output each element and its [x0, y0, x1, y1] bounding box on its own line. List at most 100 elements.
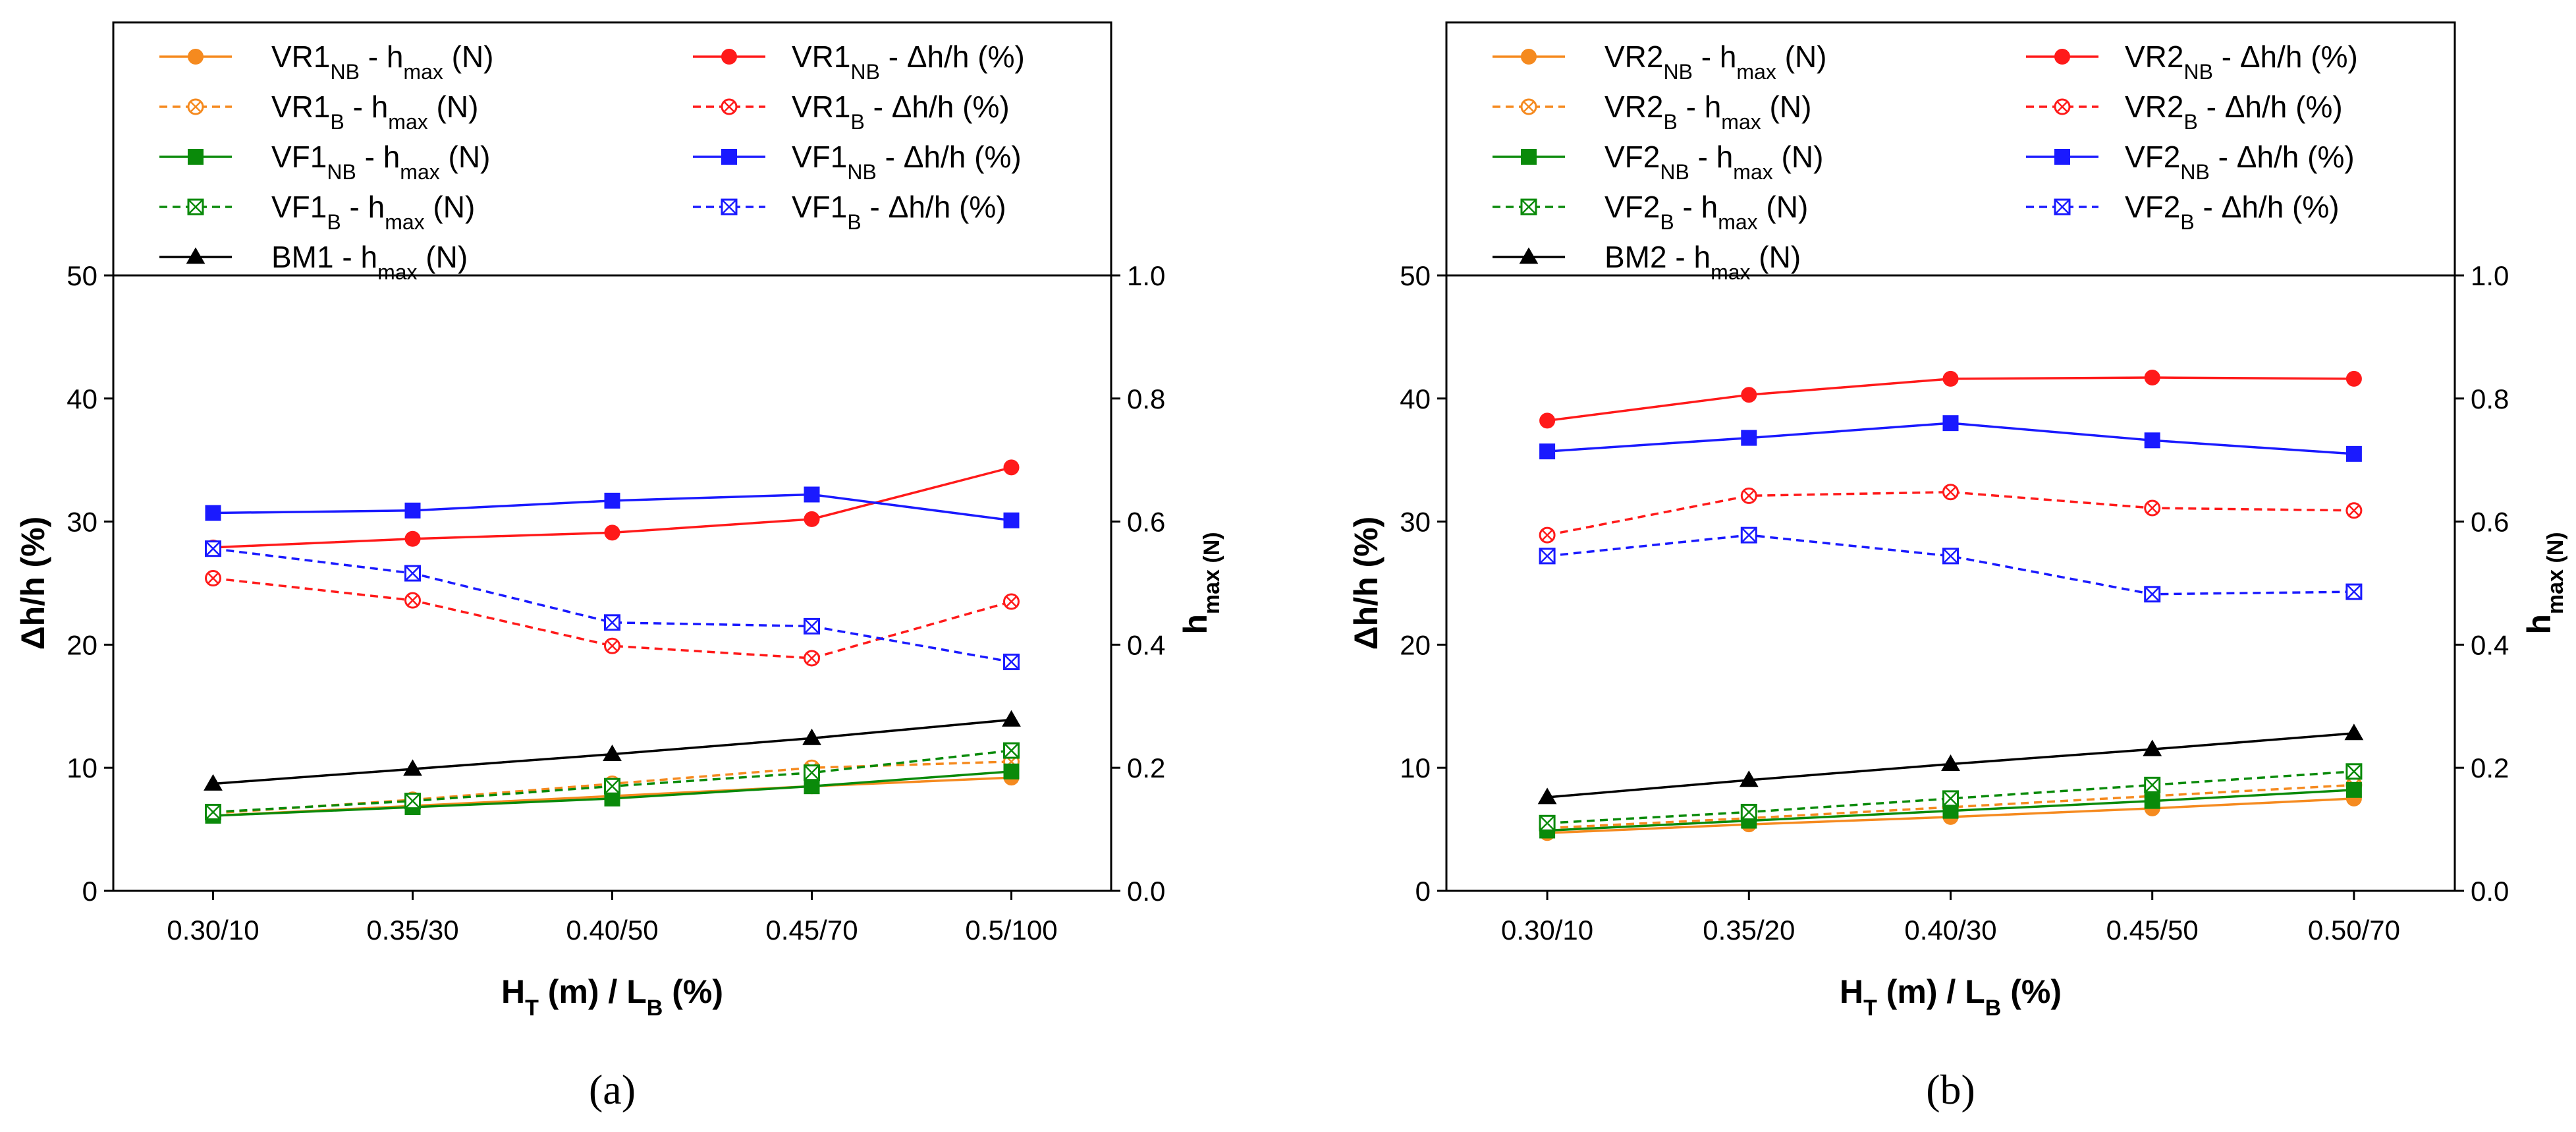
- legend-label: VR2B - hmax (N): [1604, 90, 1811, 134]
- data-point: [2345, 502, 2363, 519]
- data-point-cross-2: [404, 793, 421, 809]
- data-point: [1539, 526, 1556, 544]
- data-point: [1741, 430, 1757, 446]
- data-point-cross-2: [1944, 486, 1957, 498]
- legend-item: VR2B - Δh/h (%): [2026, 90, 2343, 134]
- legend-label-part: - h: [1678, 90, 1721, 124]
- legend-label-part: VR2: [2125, 90, 2183, 124]
- left-tick-label: 20: [67, 629, 97, 660]
- data-point: [205, 540, 221, 557]
- legend-label-subscript: NB: [1660, 160, 1689, 184]
- left-tick-label: 30: [67, 507, 97, 538]
- legend-label-subscript: max: [403, 60, 443, 84]
- right-tick-label: 0.2: [2471, 752, 2509, 783]
- legend-marker: [2054, 49, 2070, 65]
- legend-label-part: VR1: [271, 40, 330, 74]
- data-point: [404, 592, 421, 609]
- data-point: [1539, 443, 1556, 460]
- legend-marker: [1521, 149, 1537, 165]
- data-point-cross-2: [2348, 505, 2360, 517]
- data-point-cross-2: [1539, 815, 1555, 832]
- right-axis-title-part: h: [2521, 614, 2558, 635]
- legend-label-subscript: NB: [1663, 60, 1692, 84]
- x-tick-label: 0.35/20: [1703, 915, 1795, 946]
- data-point: [2144, 370, 2160, 386]
- data-point: [1942, 370, 1959, 387]
- data-point: [1003, 742, 1020, 759]
- series-line: [1547, 534, 2354, 596]
- legend-item: VR1NB - Δh/h (%): [693, 40, 1025, 84]
- legend-marker-cross-2: [2056, 101, 2068, 113]
- x-tick-label: 0.40/30: [1904, 915, 1996, 946]
- legend-label: VF2NB - hmax (N): [1604, 140, 1823, 184]
- x-tick-label: 0.45/70: [765, 915, 858, 946]
- legend-label-part: VF2: [1604, 190, 1660, 224]
- legend-label: VR2NB - hmax (N): [1604, 40, 1827, 84]
- data-point-cross-2: [205, 540, 221, 557]
- data-point: [2144, 432, 2160, 449]
- x-axis-title-subscript: B: [1985, 996, 2002, 1021]
- data-point-cross-2: [804, 764, 820, 781]
- data-point: [1739, 770, 1759, 787]
- panel-label: (b): [1926, 1066, 1975, 1113]
- data-point-cross-2: [1942, 791, 1959, 807]
- data-point-cross-2: [1741, 804, 1757, 820]
- legend-label-part: (N): [440, 140, 491, 174]
- data-point-cross-2: [1541, 529, 1553, 541]
- legend-label-subscript: NB: [2180, 160, 2209, 184]
- legend-label-part: (N): [1758, 190, 1809, 224]
- data-point: [1539, 412, 1556, 429]
- data-point-cross-2: [1743, 490, 1755, 502]
- left-tick-label: 20: [1400, 629, 1431, 660]
- right-axis-title-subscript: max: [2543, 569, 2568, 614]
- legend-label-part: - h: [341, 190, 385, 224]
- legend-label-subscript: NB: [850, 60, 879, 84]
- legend-item: VF1B - Δh/h (%): [693, 190, 1006, 234]
- legend-label-part: - h: [1667, 240, 1711, 274]
- legend-item: VF2NB - Δh/h (%): [2026, 140, 2355, 184]
- legend-item: VF2B - hmax (N): [1493, 190, 1808, 234]
- right-tick-label: 0.4: [2471, 629, 2509, 660]
- data-point: [802, 728, 821, 745]
- legend-label-subscript: B: [2180, 210, 2194, 234]
- x-tick-label: 0.30/10: [167, 915, 259, 946]
- legend-item: BM1 - hmax (N): [159, 240, 468, 284]
- left-tick-label: 0: [82, 876, 97, 907]
- legend-marker: [2054, 149, 2070, 165]
- legend-marker: [2054, 98, 2071, 115]
- legend-label-part: VF2: [2125, 140, 2180, 174]
- legend-marker-cross-2: [721, 199, 737, 215]
- legend: VR1NB - hmax (N)VR1B - hmax (N)VF1NB - h…: [159, 40, 1025, 284]
- legend-marker: [1520, 198, 1537, 215]
- data-point-cross-2: [404, 565, 421, 581]
- right-tick-label: 0.2: [1127, 752, 1165, 783]
- data-point: [204, 774, 223, 791]
- right-tick-label: 0.8: [2471, 383, 2509, 414]
- legend-marker-cross-2: [188, 199, 204, 215]
- legend-marker-cross-2: [1521, 199, 1537, 215]
- series-8: [1539, 526, 2363, 603]
- data-point: [2144, 776, 2161, 793]
- series-3: [205, 742, 1020, 820]
- legend-label-part: VF1: [271, 190, 327, 224]
- legend-marker-cross-2: [190, 101, 202, 113]
- left-axis-title: Δh/h (%): [14, 517, 51, 650]
- legend-label-part: - Δh/h (%): [865, 90, 1010, 124]
- legend-label-subscript: NB: [330, 60, 359, 84]
- data-point: [2345, 781, 2362, 798]
- legend-label: VR2NB - Δh/h (%): [2125, 40, 2358, 84]
- legend-label-part: - Δh/h (%): [862, 190, 1006, 224]
- x-axis-title-subscript: T: [525, 996, 539, 1021]
- legend-label-part: - h: [334, 240, 377, 274]
- legend-marker: [188, 149, 204, 165]
- data-point: [205, 803, 221, 820]
- data-point: [403, 759, 422, 776]
- series-line: [213, 547, 1012, 664]
- legend-label-part: (N): [428, 90, 479, 124]
- legend-label-subscript: max: [377, 260, 417, 284]
- legend-label-part: - h: [360, 40, 403, 74]
- legend-label-subscript: B: [1663, 110, 1677, 134]
- legend-label: VR1NB - Δh/h (%): [792, 40, 1025, 84]
- left-tick-label: 50: [1400, 260, 1431, 291]
- data-point: [1740, 526, 1757, 544]
